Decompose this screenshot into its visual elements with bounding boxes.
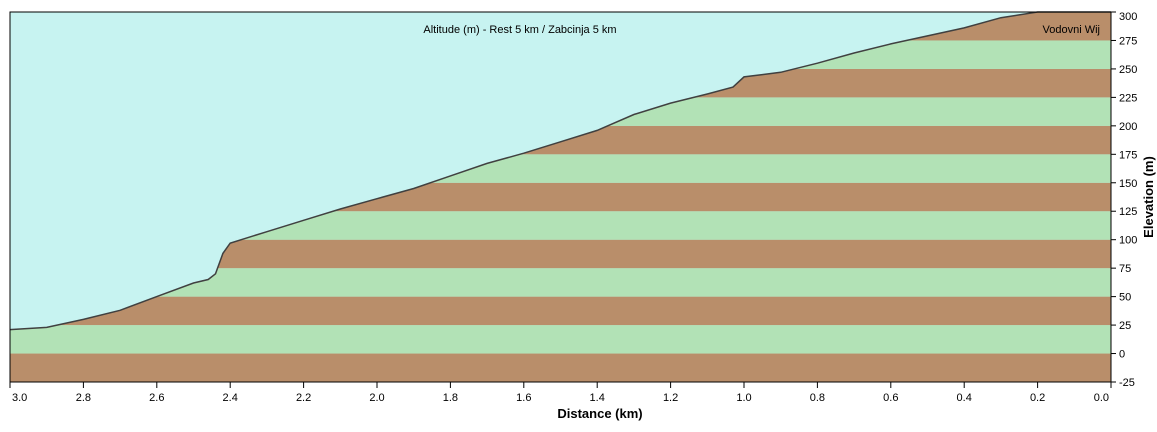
- x-tick-label: 2.0: [369, 392, 384, 404]
- x-tick-label: 0.2: [1030, 392, 1045, 404]
- chart-title: Altitude (m) - Rest 5 km / Zabcinja 5 km: [423, 24, 616, 36]
- elevation-line: [9, 11, 1111, 331]
- y-tick-label: 0: [1119, 349, 1125, 361]
- x-axis: 3.0 2.8 2.6 2.4 2.2 2.0 1.8 1.6 1.4 1.2 1.0 0.8 0.6 0…: [9, 382, 1112, 404]
- y-tick-label: 75: [1119, 263, 1131, 275]
- y-tick-label: 25: [1119, 320, 1131, 332]
- y-tick-label: -25: [1119, 377, 1135, 389]
- elevation-band: [10, 325, 1111, 354]
- elevation-band: [10, 296, 1111, 326]
- x-tick-label: 0.4: [957, 392, 972, 404]
- y-tick-label: 250: [1119, 64, 1137, 76]
- corner-label: Vodovni Wij: [1043, 24, 1100, 36]
- y-tick-label: 125: [1119, 206, 1137, 218]
- x-tick-label: 2.6: [149, 392, 164, 404]
- x-tick-label: 3.0: [12, 392, 27, 404]
- x-tick-label: 0.0: [1094, 392, 1109, 404]
- y-tick-label: 150: [1119, 178, 1137, 190]
- x-tick-label: 1.6: [516, 392, 531, 404]
- plot-frame: [9, 11, 1112, 383]
- x-tick-label: 1.0: [736, 392, 751, 404]
- x-tick-label: 1.2: [663, 392, 678, 404]
- y-tick-label: 175: [1119, 149, 1137, 161]
- x-axis-title: Distance (km): [557, 406, 642, 421]
- y-tick-label: 275: [1119, 35, 1137, 47]
- x-tick-label: 1.8: [443, 392, 458, 404]
- y-tick-label: 300: [1119, 11, 1137, 23]
- x-tick-label: 2.2: [296, 392, 311, 404]
- x-tick-label: 1.4: [590, 392, 605, 404]
- y-tick-label: 100: [1119, 235, 1137, 247]
- x-tick-label: 0.8: [810, 392, 825, 404]
- x-tick-label: 0.6: [883, 392, 898, 404]
- x-tick-label: 2.8: [76, 392, 91, 404]
- y-axis: -25 0 25 50 75 100 125 150 175 200 225 250 275 300: [1111, 11, 1137, 389]
- elevation-band: [10, 353, 1111, 382]
- x-tick-label: 2.4: [223, 392, 238, 404]
- y-tick-label: 200: [1119, 121, 1137, 133]
- y-tick-label: 50: [1119, 292, 1131, 304]
- y-axis-title: Elevation (m): [1141, 156, 1156, 238]
- y-tick-label: 225: [1119, 92, 1137, 104]
